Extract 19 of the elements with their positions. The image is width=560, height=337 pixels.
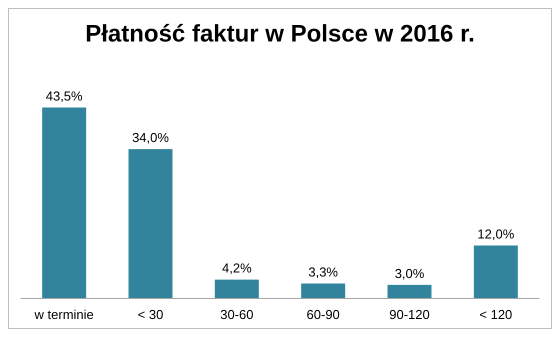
- bar: [301, 284, 346, 298]
- data-label: 3,0%: [394, 266, 425, 281]
- x-tick-label: 30-60: [220, 307, 254, 322]
- bar: [128, 149, 172, 298]
- chart-title: Płatność faktur w Polsce w 2016 r.: [85, 20, 475, 48]
- data-label: 3,3%: [308, 264, 338, 280]
- x-tick-label: < 120: [479, 307, 512, 322]
- x-tick-label: 60-90: [306, 307, 340, 322]
- data-label: 12,0%: [477, 226, 515, 242]
- x-tick-label: 90-120: [389, 307, 430, 322]
- bar: [388, 284, 432, 298]
- x-tick-label: < 30: [138, 307, 164, 322]
- data-label: 34,0%: [132, 130, 170, 146]
- x-tick-label: w terminie: [34, 307, 94, 322]
- data-label: 4,2%: [222, 260, 252, 276]
- data-label: 43,5%: [46, 88, 84, 104]
- bar: [42, 107, 86, 298]
- bar: [214, 280, 259, 298]
- bar: [474, 245, 518, 298]
